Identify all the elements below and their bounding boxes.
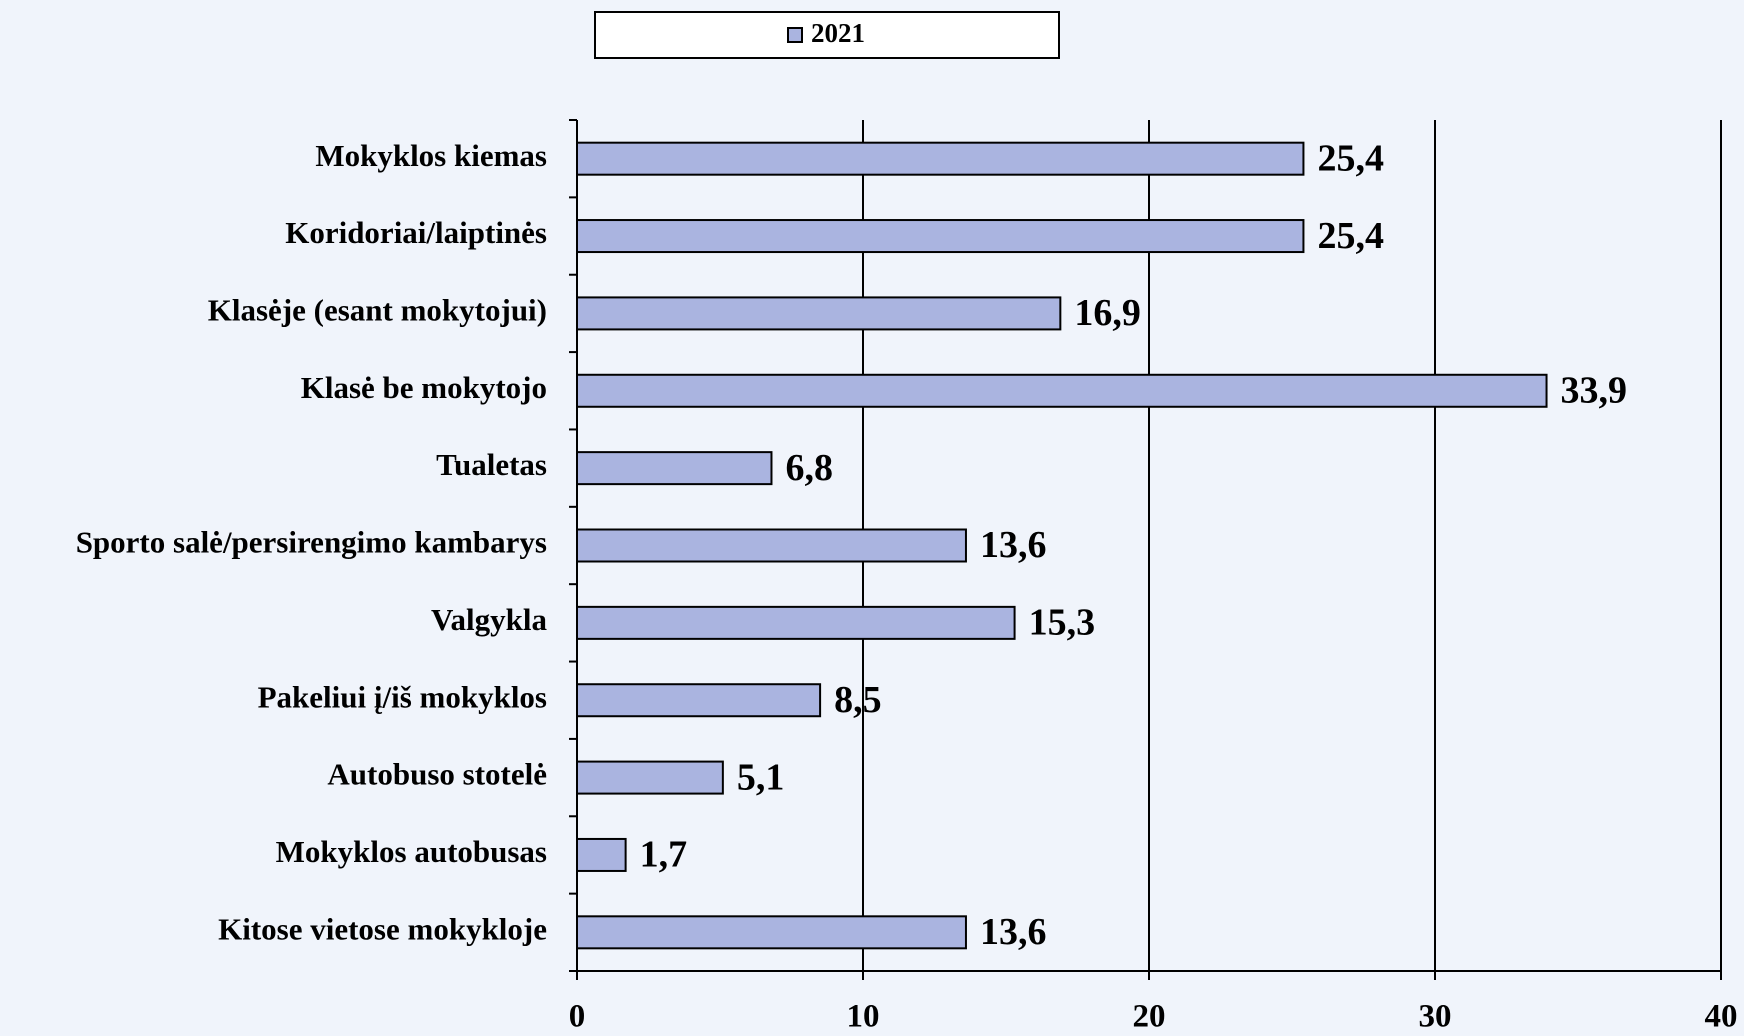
- value-label: 25,4: [1317, 215, 1384, 257]
- y-tick-label: Koridoriai/laiptinės: [285, 215, 547, 250]
- x-tick-label: 10: [847, 999, 880, 1035]
- y-tick-label: Autobuso stotelė: [327, 757, 547, 792]
- value-label: 25,4: [1317, 137, 1384, 179]
- y-tick-label: Mokyklos kiemas: [315, 138, 547, 173]
- bar: [576, 373, 1548, 408]
- y-tick-label: Klasė be mokytojo: [301, 370, 547, 405]
- bar: [576, 605, 1016, 640]
- value-label: 16,9: [1074, 292, 1141, 334]
- bar: [576, 760, 724, 795]
- legend-box: [594, 11, 1060, 59]
- bar: [576, 915, 967, 950]
- value-label: 6,8: [785, 447, 833, 489]
- y-tick-label: Mokyklos autobusas: [276, 834, 547, 869]
- bar: [576, 296, 1062, 331]
- bar: [576, 451, 773, 486]
- x-tick-label: 30: [1419, 999, 1452, 1035]
- y-tick-label: Klasėje (esant mokytojui): [208, 293, 547, 328]
- legend-label: 2021: [811, 18, 865, 48]
- bar: [576, 683, 822, 718]
- x-tick-label: 40: [1705, 999, 1738, 1035]
- bar: [576, 219, 1305, 254]
- bar: [576, 837, 627, 872]
- y-tick-label: Sporto salė/persirengimo kambarys: [76, 525, 547, 560]
- value-label: 13,6: [980, 911, 1046, 953]
- y-tick-label: Tualetas: [436, 447, 547, 482]
- x-tick-label: 0: [569, 999, 586, 1035]
- x-tick-label: 20: [1133, 999, 1166, 1035]
- value-label: 5,1: [737, 756, 785, 798]
- bar: [576, 141, 1305, 176]
- value-label: 8,5: [834, 679, 882, 721]
- y-tick-label: Valgykla: [431, 602, 548, 637]
- value-label: 1,7: [640, 834, 688, 876]
- value-label: 33,9: [1561, 369, 1628, 411]
- y-tick-label: Pakeliui į/iš mokyklos: [258, 679, 547, 714]
- y-tick-label: Kitose vietose mokykloje: [218, 911, 547, 946]
- value-label: 13,6: [980, 524, 1046, 566]
- bar: [576, 528, 967, 563]
- value-label: 15,3: [1029, 602, 1096, 644]
- legend-swatch: [787, 27, 803, 43]
